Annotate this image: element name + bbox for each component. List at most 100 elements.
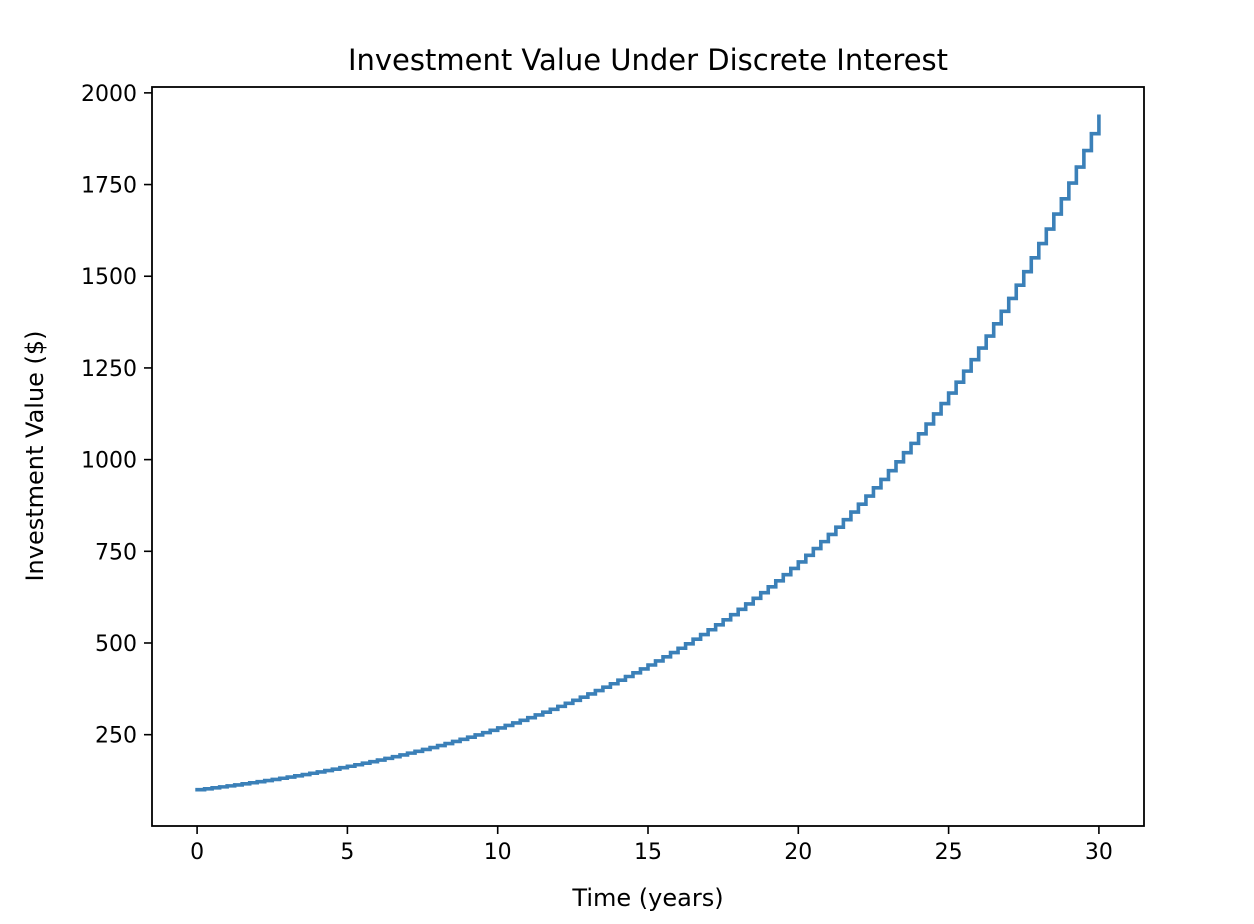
plot-layer bbox=[195, 114, 1101, 792]
data-point bbox=[353, 763, 357, 767]
data-point bbox=[789, 566, 793, 571]
data-point bbox=[218, 785, 222, 789]
data-point bbox=[398, 753, 402, 757]
data-point bbox=[315, 770, 319, 774]
data-point bbox=[1067, 181, 1071, 185]
data-point bbox=[285, 775, 289, 779]
x-tick-label: 10 bbox=[484, 840, 512, 865]
data-point bbox=[631, 671, 635, 675]
data-point bbox=[977, 346, 981, 350]
data-point bbox=[1059, 197, 1063, 201]
data-point bbox=[210, 786, 214, 790]
data-point bbox=[1052, 212, 1056, 216]
data-point bbox=[248, 781, 252, 785]
y-tick-label: 2000 bbox=[81, 82, 137, 107]
data-point bbox=[826, 532, 830, 537]
x-tick-label: 5 bbox=[340, 840, 354, 865]
data-point bbox=[864, 494, 868, 498]
data-point bbox=[1007, 296, 1011, 300]
data-point bbox=[338, 766, 342, 770]
data-point bbox=[714, 623, 718, 627]
data-point bbox=[879, 477, 883, 481]
data-point bbox=[548, 707, 552, 711]
data-point bbox=[766, 585, 770, 589]
chart-title: Investment Value Under Discrete Interest bbox=[348, 43, 948, 77]
data-point bbox=[195, 788, 199, 792]
data-point bbox=[744, 602, 748, 606]
data-point bbox=[638, 667, 643, 671]
data-point bbox=[661, 655, 665, 659]
data-point bbox=[834, 525, 838, 529]
data-point bbox=[420, 747, 425, 752]
data-point bbox=[856, 502, 861, 506]
data-point bbox=[774, 579, 778, 583]
y-tick-label: 1250 bbox=[81, 357, 137, 382]
data-point bbox=[270, 777, 274, 782]
data-point bbox=[368, 760, 372, 764]
data-point bbox=[796, 560, 800, 564]
data-point bbox=[1097, 114, 1101, 118]
data-point bbox=[939, 402, 943, 406]
data-point bbox=[947, 391, 951, 395]
data-point bbox=[375, 758, 380, 762]
data-point bbox=[578, 695, 582, 699]
data-point bbox=[781, 573, 785, 577]
data-point bbox=[676, 646, 680, 650]
data-point bbox=[706, 628, 710, 632]
data-point bbox=[646, 663, 650, 667]
data-point bbox=[443, 741, 447, 746]
data-point bbox=[511, 721, 515, 725]
data-point bbox=[225, 784, 229, 788]
data-point bbox=[691, 637, 695, 641]
data-point bbox=[541, 710, 545, 714]
x-tick-label: 15 bbox=[634, 840, 662, 865]
data-point bbox=[871, 486, 876, 490]
data-point bbox=[916, 432, 921, 436]
data-point bbox=[203, 787, 207, 791]
data-point bbox=[556, 704, 560, 708]
data-point bbox=[999, 309, 1003, 313]
data-point bbox=[819, 540, 823, 544]
y-axis-ticks: 250 500 750 1000 1250 1500 1750 2000 bbox=[81, 82, 152, 749]
x-tick-label: 0 bbox=[190, 840, 204, 865]
data-point bbox=[255, 780, 259, 784]
data-point bbox=[518, 718, 522, 722]
data-point bbox=[984, 334, 988, 338]
data-point bbox=[1029, 256, 1033, 260]
data-point bbox=[962, 369, 966, 373]
data-point bbox=[1082, 148, 1086, 153]
data-point bbox=[1022, 270, 1026, 274]
data-point bbox=[383, 756, 387, 760]
data-point bbox=[616, 678, 620, 682]
data-point bbox=[931, 412, 936, 416]
data-point bbox=[571, 698, 575, 702]
data-point bbox=[969, 358, 973, 362]
data-point bbox=[721, 618, 725, 622]
data-point bbox=[360, 761, 365, 765]
data-point bbox=[481, 731, 485, 735]
data-point bbox=[1074, 165, 1078, 169]
y-tick-label: 1750 bbox=[81, 174, 137, 199]
x-tick-label: 25 bbox=[935, 840, 963, 865]
y-axis-title: Investment Value ($) bbox=[21, 330, 49, 581]
x-tick-label: 30 bbox=[1085, 840, 1113, 865]
x-axis-ticks: 0 5 10 15 20 25 30 bbox=[190, 826, 1113, 865]
data-point bbox=[954, 380, 958, 384]
data-point bbox=[526, 716, 530, 720]
data-point bbox=[435, 743, 440, 748]
data-point bbox=[293, 774, 297, 778]
data-point bbox=[1044, 227, 1048, 231]
y-tick-label: 250 bbox=[95, 724, 137, 749]
data-point bbox=[683, 642, 688, 646]
data-point bbox=[473, 733, 477, 737]
data-point bbox=[668, 650, 673, 655]
data-point bbox=[1089, 132, 1093, 136]
data-point bbox=[300, 772, 304, 777]
data-point bbox=[623, 674, 628, 679]
data-point bbox=[308, 771, 312, 775]
data-point bbox=[811, 546, 815, 551]
data-point bbox=[751, 596, 755, 600]
data-point bbox=[849, 510, 853, 514]
y-tick-label: 1000 bbox=[81, 449, 137, 474]
